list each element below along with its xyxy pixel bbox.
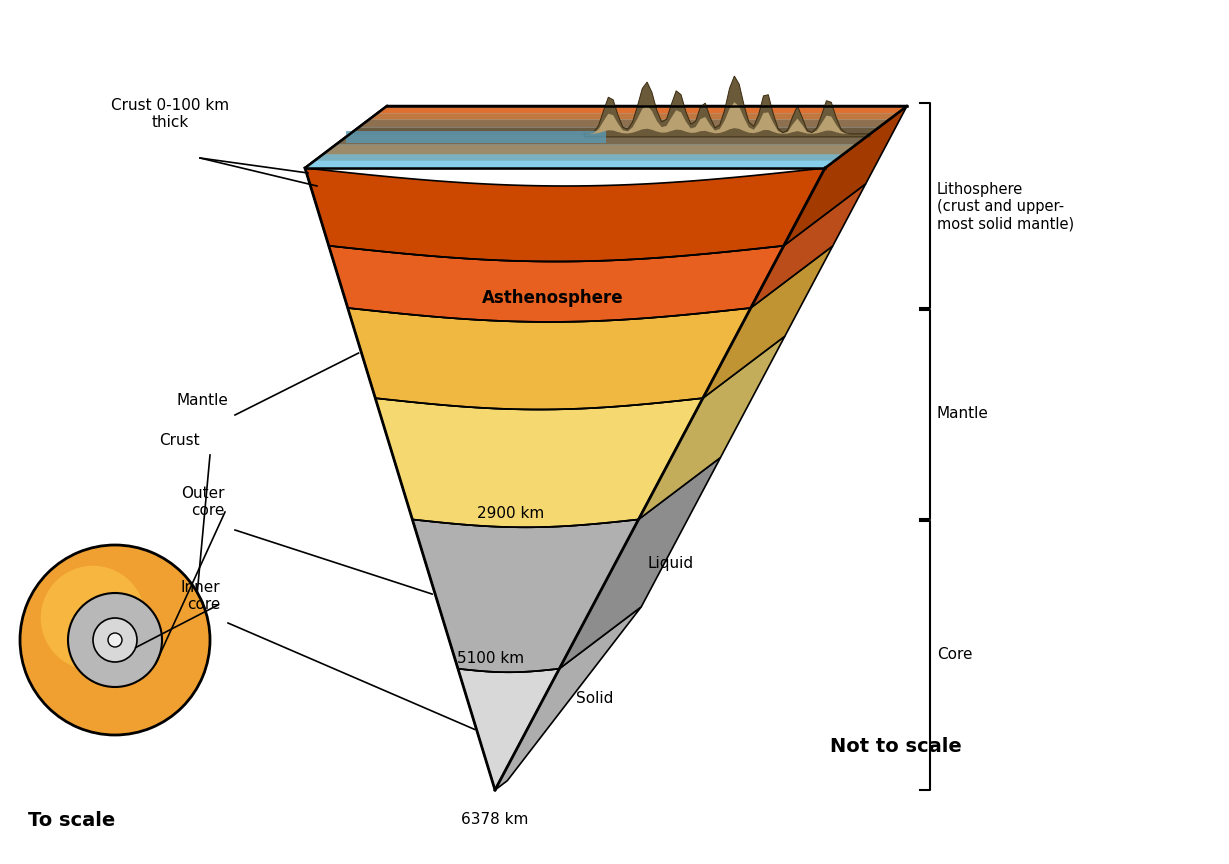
Polygon shape — [639, 336, 785, 519]
Polygon shape — [348, 128, 879, 136]
Polygon shape — [369, 113, 897, 119]
Text: Outer
core: Outer core — [182, 486, 225, 518]
Polygon shape — [328, 245, 784, 322]
Polygon shape — [323, 144, 857, 155]
Polygon shape — [784, 106, 907, 245]
Text: Crust: Crust — [160, 433, 200, 448]
Polygon shape — [584, 102, 870, 134]
Polygon shape — [703, 246, 833, 398]
Polygon shape — [458, 669, 559, 790]
Text: Crust 0-100 km
thick: Crust 0-100 km thick — [111, 98, 229, 130]
Text: Liquid: Liquid — [648, 556, 694, 570]
Circle shape — [41, 566, 145, 670]
Polygon shape — [305, 161, 834, 168]
Polygon shape — [559, 457, 720, 669]
Text: Inner
core: Inner core — [181, 580, 220, 612]
Polygon shape — [375, 398, 703, 527]
Polygon shape — [751, 184, 865, 308]
Polygon shape — [359, 119, 889, 128]
Text: 5100 km: 5100 km — [457, 651, 525, 666]
Polygon shape — [337, 136, 868, 144]
Polygon shape — [305, 106, 907, 168]
Text: Asthenosphere: Asthenosphere — [482, 289, 623, 307]
Polygon shape — [348, 308, 751, 410]
Text: Solid: Solid — [576, 691, 613, 706]
Circle shape — [108, 633, 122, 647]
Wedge shape — [20, 545, 210, 735]
Text: 2900 km: 2900 km — [477, 506, 544, 521]
Polygon shape — [377, 106, 907, 113]
Text: Core: Core — [936, 647, 972, 662]
Wedge shape — [68, 593, 162, 687]
Text: To scale: To scale — [28, 811, 116, 830]
Polygon shape — [347, 131, 606, 143]
Polygon shape — [584, 76, 870, 137]
Text: Mantle: Mantle — [936, 406, 989, 421]
Polygon shape — [413, 519, 639, 672]
Polygon shape — [315, 155, 843, 161]
Text: 6378 km: 6378 km — [461, 812, 528, 827]
Polygon shape — [305, 168, 825, 262]
Wedge shape — [93, 618, 136, 662]
Polygon shape — [495, 607, 642, 790]
Text: Not to scale: Not to scale — [830, 737, 962, 756]
Text: Lithosphere
(crust and upper-
most solid mantle): Lithosphere (crust and upper- most solid… — [936, 182, 1074, 232]
Text: Mantle: Mantle — [176, 393, 229, 408]
